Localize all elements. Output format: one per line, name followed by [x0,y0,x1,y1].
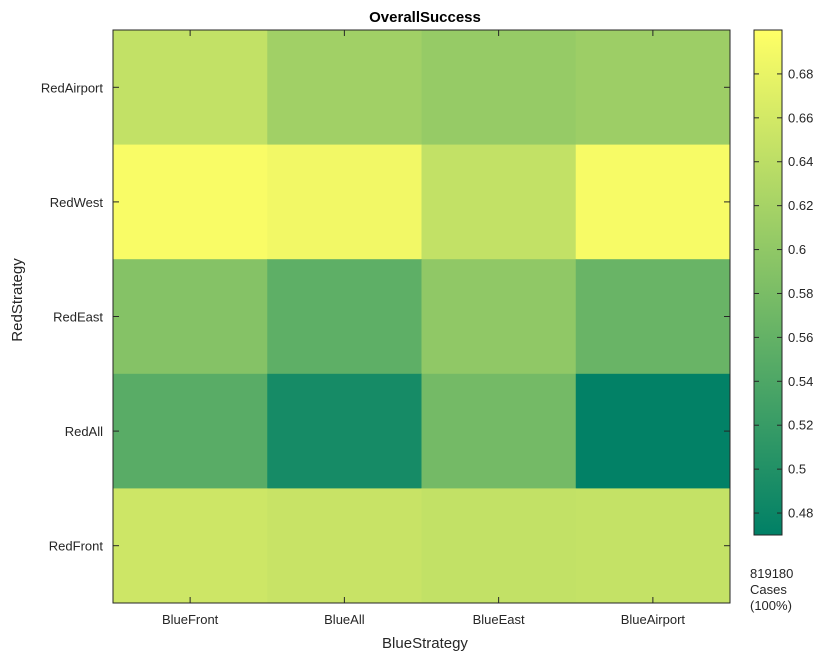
heatmap-cell-RedEast-BlueFront [113,259,268,375]
heatmap-cell-RedEast-BlueEast [421,259,577,375]
colorbar-tick-label: 0.5 [788,462,806,477]
heatmap-cell-RedAll-BlueAirport [575,373,731,489]
heatmap-cell-RedWest-BlueAirport [575,144,731,260]
y-tick-label: RedAirport [41,80,104,95]
colorbar-tick-label: 0.48 [788,506,813,521]
cases-label-text: Cases [750,582,787,597]
x-axis-label: BlueStrategy [382,635,468,652]
heatmap-cell-RedAll-BlueFront [113,373,268,489]
colorbar-tick-label: 0.6 [788,242,806,257]
case-count-text: 819180 [750,566,793,581]
colorbar-tick-label: 0.66 [788,110,813,125]
colorbar-tick-label: 0.58 [788,286,813,301]
heatmap-cell-RedWest-BlueFront [113,144,268,260]
x-tick-label: BlueAirport [621,612,686,627]
colorbar-ticks: 0.48 0.5 0.52 0.54 0.56 0.58 0.6 0.62 0.64 0.66 0.… [754,66,813,521]
x-tick-label: BlueAll [324,612,365,627]
x-tick-labels: BlueFront BlueAll BlueEast BlueAirport [162,612,685,627]
y-axis-label: RedStrategy [9,258,26,342]
heatmap-cell-RedAirport-BlueAll [267,30,422,146]
heatmap-cell-RedAirport-BlueAirport [575,30,731,146]
heatmap-cell-RedEast-BlueAll [267,259,422,375]
heatmap-cell-RedAll-BlueEast [421,373,577,489]
colorbar [753,29,783,536]
chart-title: OverallSuccess [369,9,481,26]
colorbar-tick-label: 0.54 [788,374,813,389]
heatmap-cell-RedFront-BlueAirport [575,488,731,604]
heatmap-cell-RedAirport-BlueEast [421,30,577,146]
percent-label-text: (100%) [750,598,792,613]
heatmap-cell-RedFront-BlueAll [267,488,422,604]
y-tick-label: RedAll [65,424,103,439]
axis-ticks [113,30,730,603]
y-tick-labels: RedAirport RedWest RedEast RedAll RedFront [41,80,104,553]
heatmap-cell-RedEast-BlueAirport [575,259,731,375]
heatmap-cell-RedWest-BlueEast [421,144,577,260]
x-tick-label: BlueEast [473,612,525,627]
y-tick-label: RedFront [49,539,104,554]
colorbar-tick-label: 0.68 [788,66,813,81]
colorbar-tick-label: 0.56 [788,330,813,345]
y-tick-label: RedEast [53,310,103,325]
colorbar-tick-label: 0.62 [788,198,813,213]
heatmap-cell-RedAirport-BlueFront [113,30,268,146]
colorbar-tick-label: 0.64 [788,154,813,169]
heatmap-cell-RedFront-BlueEast [421,488,577,604]
heatmap-cell-RedFront-BlueFront [113,488,268,604]
colorbar-tick-label: 0.52 [788,418,813,433]
heatmap-cells [113,30,731,604]
heatmap-cell-RedWest-BlueAll [267,144,422,260]
x-tick-label: BlueFront [162,612,219,627]
y-tick-label: RedWest [50,195,104,210]
heatmap-cell-RedAll-BlueAll [267,373,422,489]
